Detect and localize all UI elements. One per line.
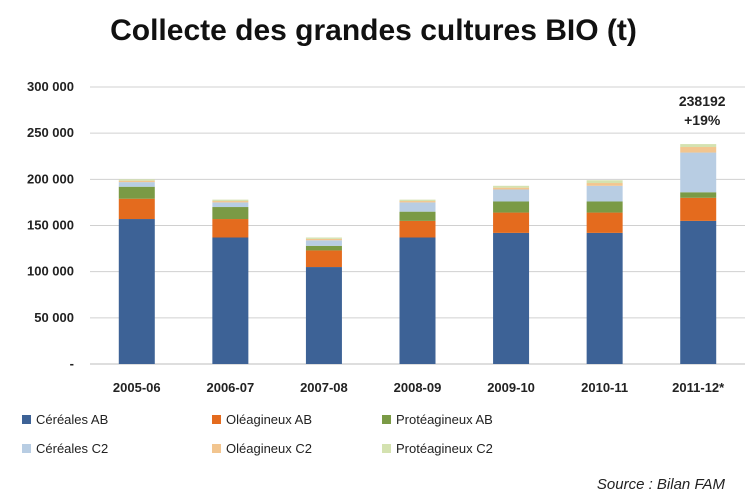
bar-segment [212,237,249,364]
y-axis-ticks: - 50 000 100 000 150 000 200 000 250 000 300 0… [27,79,74,371]
source-note: Source : Bilan FAM [596,476,725,493]
bar-segment [212,201,249,203]
bar-segment [680,197,717,221]
y-tick-label: 100 000 [27,264,74,279]
bar-segment [586,180,623,184]
bar-segment [399,201,436,203]
bar-segment [212,199,249,202]
y-tick-label: - [70,356,74,371]
x-tick-label: 2007-08 [300,380,348,395]
bar-segment [493,185,530,188]
legend-label: Oléagineux AB [226,412,313,427]
bar-segment [118,179,155,181]
bar-annotation: 238192 [679,93,726,109]
bar-segment [212,219,249,238]
legend-swatch [382,415,391,424]
x-axis-categories: 2005-06 2006-07 2007-08 2008-09 2009-10 2010-… [113,380,725,395]
bar-segment [680,147,717,153]
x-tick-label: 2009-10 [487,380,535,395]
bar-segment [399,202,436,212]
legend-swatch [22,444,31,453]
bar-segment [212,202,249,208]
legend-item: Céréales AB [22,412,212,427]
legend-label: Oléagineux C2 [226,441,312,456]
bar-segment [118,219,155,364]
bar-segment [680,192,717,198]
legend-label: Protéagineux C2 [396,441,493,456]
bar-segment [399,211,436,221]
bar-segment [305,267,342,364]
legend-item: Protéagineux AB [382,412,562,427]
bar-segment [118,186,155,199]
bar-segment [586,185,623,202]
legend-label: Céréales AB [36,412,109,427]
bar-segment [399,199,436,202]
bar-segment [493,212,530,233]
y-tick-label: 200 000 [27,171,74,186]
y-tick-label: 300 000 [27,79,74,94]
legend: Céréales AB Oléagineux AB Protéagineux AB C… [22,412,562,456]
bar-segment [586,232,623,364]
bar-segment [493,187,530,190]
legend-swatch [22,415,31,424]
bar-segment [305,237,342,239]
y-tick-label: 250 000 [27,125,74,140]
bar-segment [493,189,530,202]
y-tick-label: 150 000 [27,218,74,233]
annotations: 238192 +19% [679,93,726,128]
bar-segment [118,198,155,220]
chart-title: Collecte des grandes cultures BIO (t) [110,14,637,47]
bar-segment [212,207,249,220]
bar-segment [305,240,342,246]
bar-segment [586,201,623,213]
x-tick-label: 2010-11 [581,380,628,395]
legend-swatch [212,415,221,424]
stacked-bar-chart: - 50 000 100 000 150 000 200 000 250 000 300 0… [27,79,745,395]
bar-segment [680,152,717,193]
x-tick-label: 2011-12* [672,380,725,395]
legend-label: Céréales C2 [36,441,109,456]
x-tick-label: 2008-09 [394,380,442,395]
bar-segment [680,220,717,364]
bar-segment [305,245,342,251]
legend-item: Céréales C2 [22,441,212,456]
x-tick-label: 2005-06 [113,380,161,395]
bar-segment [493,201,530,213]
bar-annotation: +19% [684,112,721,128]
bar-segment [680,144,717,148]
x-tick-label: 2006-07 [206,380,254,395]
y-tick-label: 50 000 [34,310,74,325]
legend-item: Oléagineux C2 [212,441,382,456]
bar-segment [586,212,623,233]
bars [118,144,717,364]
bar-segment [493,232,530,364]
bar-segment [399,237,436,364]
legend-item: Oléagineux AB [212,412,382,427]
legend-swatch [382,444,391,453]
bar-segment [305,250,342,268]
bar-segment [399,220,436,238]
bar-segment [586,183,623,186]
bar-segment [118,180,155,183]
legend-swatch [212,444,221,453]
bar-segment [118,182,155,187]
legend-label: Protéagineux AB [396,412,493,427]
legend-item: Protéagineux C2 [382,441,562,456]
bar-segment [305,238,342,241]
